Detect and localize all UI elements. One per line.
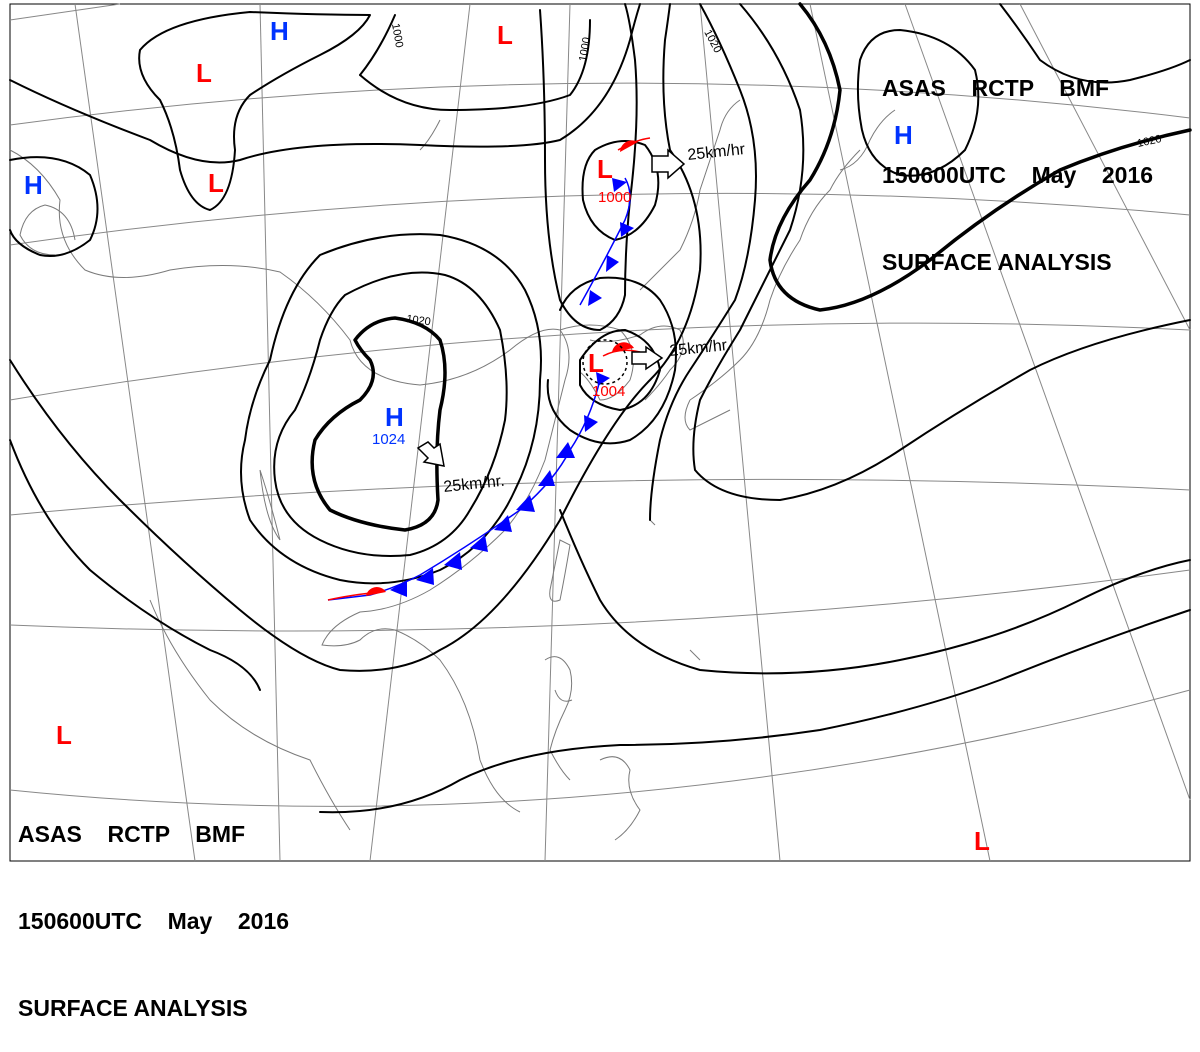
cold-front-south-tri-9	[416, 568, 434, 585]
isobar-label-1020-b: 1020	[1136, 133, 1162, 150]
header-title-line: SURFACE ANALYSIS	[882, 249, 1112, 275]
cold-front-south-tri-3	[556, 442, 575, 458]
coastlines	[9, 99, 896, 841]
header-time-line: 150600UTC May 2016	[18, 908, 290, 934]
low-letter-south-front: L	[588, 348, 604, 378]
isobar-east-1	[649, 3, 757, 521]
isobar-north-center	[359, 14, 396, 76]
motion-arrow-low-south	[631, 345, 664, 371]
isobar-label-1020-c: 1020	[406, 313, 432, 328]
isobar-east-1020	[768, 2, 1192, 312]
isobar-label-1000-a: 1000	[389, 22, 405, 48]
isobar-south-bottom	[319, 609, 1191, 814]
isobar-north-low-ring	[581, 140, 660, 241]
cold-front-north-tri-2	[620, 222, 634, 237]
low-north-value: 1000	[598, 189, 631, 206]
isobar-label-1000-b: 1000	[577, 36, 593, 62]
motion-label-high: 25km/hr.	[443, 473, 506, 496]
cold-front-south-tri-10	[390, 580, 407, 597]
isobar-south-sweep	[559, 509, 1191, 675]
cold-front-south-tri-1	[596, 372, 610, 386]
movement-arrows	[416, 148, 686, 467]
isobar-left-south	[9, 439, 261, 691]
lat-lon-grid	[9, 3, 1191, 862]
cold-front-south-tri-2	[584, 415, 598, 432]
isobar-east-high-ring	[856, 29, 980, 177]
cold-front-south-tri-5	[516, 495, 535, 512]
header-station-line: ASAS RCTP BMF	[18, 821, 246, 847]
motion-arrow-low-north	[651, 148, 686, 180]
cold-front-north-tri-4	[588, 290, 602, 306]
isobar-north-arc	[9, 3, 641, 164]
isobar-far-east	[999, 3, 1191, 84]
high-letter-east: H	[894, 120, 913, 150]
pressure-values: 1024 1000 1004	[372, 189, 631, 448]
map-frame	[9, 3, 1191, 862]
low-letter-north-top: L	[497, 20, 513, 50]
cold-front-line-north	[579, 177, 631, 306]
motion-label-low-north: 25km/hr	[687, 141, 747, 164]
isobar-east-2	[692, 3, 1191, 501]
cold-front-south-tri-4	[538, 470, 555, 486]
high-letter-west: H	[24, 170, 43, 200]
cold-front-south-tri-7	[470, 535, 488, 552]
map-header-bottom-left: ASAS RCTP BMF 150600UTC May 2016 SURFACE…	[18, 762, 289, 1052]
isobar-center-vertical	[539, 3, 638, 331]
low-letter-northwest: L	[196, 58, 212, 88]
isobar-high-outer	[240, 233, 542, 585]
map-header-top-right: ASAS RCTP BMF 150600UTC May 2016 SURFACE…	[882, 16, 1153, 306]
header-title-line: SURFACE ANALYSIS	[18, 995, 248, 1021]
isobar-wide-south	[9, 3, 702, 672]
low-letter-southeast: L	[974, 826, 990, 856]
motion-label-low-south: 25km/hr.	[669, 337, 732, 360]
isobars	[9, 2, 1192, 814]
fronts	[327, 137, 651, 601]
warm-front-north-scallop	[620, 140, 638, 152]
pressure-centers: H H H H L L L L L L L	[24, 16, 990, 856]
isobar-high-1024	[310, 316, 447, 532]
header-time-line: 150600UTC May 2016	[882, 162, 1154, 188]
low-letter-southwest: L	[56, 720, 72, 750]
low-south-value: 1004	[592, 383, 625, 400]
cold-front-north-tri-3	[606, 255, 619, 272]
isobar-south-low-outer	[546, 276, 677, 445]
motion-labels: 25km/hr. 25km/hr 25km/hr.	[443, 141, 747, 496]
isobar-high-1020	[273, 271, 508, 557]
stationary-front-scallop-west	[366, 587, 386, 596]
cold-front-south-tri-6	[494, 515, 512, 532]
isobar-north-left	[138, 11, 371, 211]
low-south-dashed-circle	[582, 339, 628, 385]
high-main-value: 1024	[372, 431, 405, 448]
high-letter-main: H	[385, 402, 404, 432]
isobar-1000-north	[359, 19, 591, 111]
low-letter-north-front: L	[597, 154, 613, 184]
cold-front-south-tri-8	[444, 552, 462, 570]
header-station-line: ASAS RCTP BMF	[882, 75, 1110, 101]
isobar-left-loop	[9, 156, 99, 257]
motion-arrow-high	[416, 441, 445, 467]
weather-map: 1000 1000 1020 1020 1020	[9, 2, 1192, 862]
low-letter-west: L	[208, 168, 224, 198]
high-letter-north: H	[270, 16, 289, 46]
cold-front-north-tri-1	[612, 178, 627, 192]
